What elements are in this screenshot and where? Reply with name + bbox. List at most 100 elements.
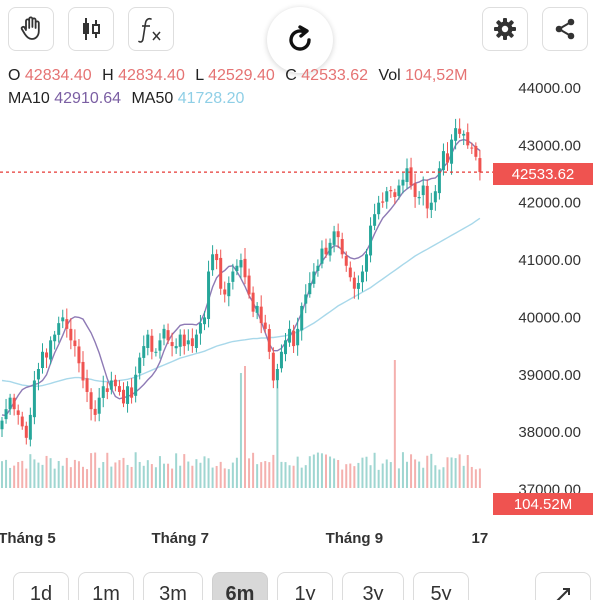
candle-body <box>8 397 12 410</box>
volume-bar <box>33 459 36 488</box>
ohlc-legend: O 42834.40 H 42834.40 L 42529.40 C 42533… <box>8 67 473 85</box>
volume-bar <box>418 461 421 488</box>
volume-bar <box>167 463 170 488</box>
candle-body <box>109 380 113 390</box>
candle-body <box>263 322 267 329</box>
candle-body <box>454 128 458 141</box>
candle-body <box>166 330 170 341</box>
candle-body <box>437 168 441 194</box>
volume-bar <box>292 465 295 488</box>
hand-tool-button[interactable] <box>8 7 54 51</box>
volume-bar <box>470 466 473 488</box>
volume-bar <box>158 456 161 488</box>
y-tick-label: 39000.00 <box>518 367 581 384</box>
volume-bar <box>300 467 303 488</box>
volume-bar <box>77 461 80 488</box>
volume-bar <box>288 465 291 488</box>
x-tick-label: Tháng 9 <box>326 530 384 547</box>
candle-body <box>69 328 73 341</box>
share-button[interactable] <box>542 7 588 51</box>
candle-body <box>385 191 389 202</box>
gear-icon <box>494 18 516 40</box>
close-value: 42533.62 <box>301 67 368 84</box>
candle-body <box>320 248 324 264</box>
candle-body <box>194 334 198 348</box>
candle-body <box>381 201 385 203</box>
price-chart[interactable]: 44000.00 43000.00 42000.00 41000.00 40000.00… <box>0 70 600 570</box>
volume-bar <box>69 467 72 488</box>
volume-bar <box>446 457 449 488</box>
candle-type-button[interactable] <box>68 7 114 51</box>
candle-body <box>24 425 28 438</box>
volume-bar <box>239 373 242 488</box>
volume-bar <box>146 460 149 488</box>
period-6m[interactable]: 6m <box>212 572 268 600</box>
volume-bar <box>256 464 259 488</box>
volume-bar <box>365 456 368 488</box>
volume-bar <box>142 465 145 488</box>
candle-body <box>433 191 437 203</box>
high-value: 42834.40 <box>118 67 185 84</box>
candle-body <box>478 158 482 173</box>
y-tick-label: 41000.00 <box>518 252 581 269</box>
refresh-button[interactable] <box>267 7 333 73</box>
candle-body <box>397 185 401 196</box>
volume-bar <box>138 461 141 488</box>
candle-body <box>369 225 373 256</box>
candle-body <box>198 323 202 334</box>
volume-bar <box>94 452 97 488</box>
candle-body <box>178 334 182 347</box>
volume-bar <box>450 457 453 488</box>
candle-body <box>328 242 332 256</box>
volume-bar <box>9 467 12 488</box>
period-3y[interactable]: 3y <box>342 572 404 600</box>
candle-body <box>296 328 300 346</box>
candle-body <box>162 328 166 339</box>
share-icon <box>555 18 575 40</box>
candle-body <box>275 369 279 381</box>
period-1y[interactable]: 1y <box>277 572 333 600</box>
candle-body <box>113 379 117 387</box>
candle-body <box>316 265 320 271</box>
low-label: L <box>195 67 204 84</box>
volume-bar <box>211 467 214 488</box>
candle-body <box>215 253 219 261</box>
candle-body <box>458 128 462 134</box>
volume-bar <box>422 467 425 488</box>
volume-bar <box>325 454 327 488</box>
volume-bar <box>341 469 344 488</box>
period-1d[interactable]: 1d <box>13 572 69 600</box>
candle-body <box>239 260 243 268</box>
period-1m[interactable]: 1m <box>78 572 134 600</box>
indicator-button[interactable] <box>128 7 174 51</box>
candle-body <box>61 317 65 322</box>
candle-body <box>425 185 429 209</box>
candle-body <box>409 167 413 186</box>
period-3m[interactable]: 3m <box>143 572 203 600</box>
expand-button[interactable] <box>535 572 591 600</box>
candle-body <box>348 267 352 278</box>
period-5y[interactable]: 5y <box>413 572 469 600</box>
volume-bar <box>25 468 28 488</box>
candle-body <box>243 258 247 278</box>
volume-label: Vol <box>378 67 401 84</box>
candle-body <box>138 357 142 374</box>
candle-body <box>203 317 206 325</box>
volume-bar <box>98 467 101 488</box>
volume-bar <box>316 452 319 488</box>
volume-bar <box>114 462 117 488</box>
volume-bar <box>5 459 8 488</box>
candle-body <box>292 330 296 347</box>
candle-body <box>231 271 235 282</box>
volume-bar <box>268 462 271 488</box>
candle-body <box>466 132 470 146</box>
ma50-value: 41728.20 <box>177 90 245 107</box>
volume-bar <box>130 466 133 488</box>
volume-bar <box>61 465 64 488</box>
volume-bar <box>478 468 481 488</box>
volume-bar <box>215 465 218 488</box>
settings-button[interactable] <box>482 7 528 51</box>
candle-body <box>462 133 466 136</box>
ma10-line <box>1 138 481 417</box>
candle-body <box>441 151 445 171</box>
